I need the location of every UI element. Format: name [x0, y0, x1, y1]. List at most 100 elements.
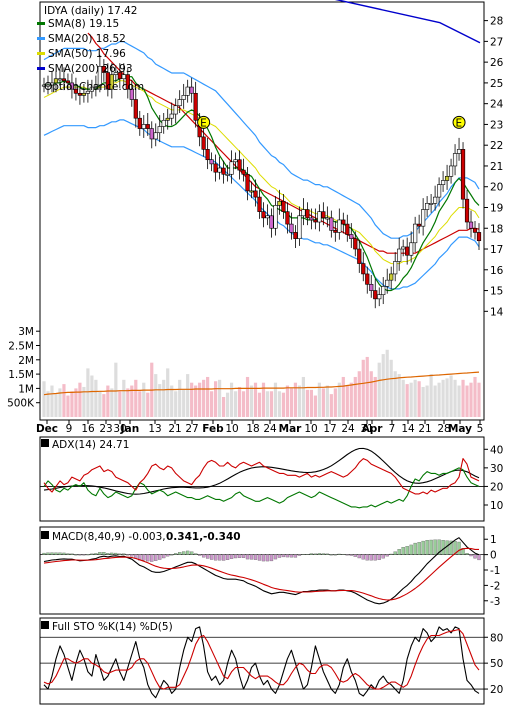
macd-histogram-bar — [297, 554, 302, 556]
date-tick-label: 18 — [246, 423, 259, 435]
candle-body — [221, 167, 226, 175]
volume-bar — [170, 385, 174, 417]
candle-body — [397, 248, 402, 262]
candle-body — [361, 263, 366, 275]
date-tick-label: Apr — [362, 423, 384, 435]
macd-histogram-bar — [341, 554, 345, 555]
macd-histogram-bar — [333, 554, 337, 556]
volume-bar — [245, 376, 250, 417]
macd-histogram-bar — [409, 544, 413, 555]
macd-histogram-bar — [170, 554, 174, 556]
date-tick-label: 16 — [81, 423, 95, 435]
date-tick-label: 21 — [168, 423, 181, 435]
volume-bar — [202, 379, 206, 417]
volume-bar — [229, 382, 234, 417]
candle-body — [125, 74, 130, 90]
candle-body — [157, 126, 162, 134]
date-tick-label: 31 — [360, 423, 373, 435]
candle-body — [393, 261, 398, 275]
volume-bar — [417, 381, 421, 417]
volume-bar — [130, 385, 134, 417]
volume-bar — [78, 382, 82, 417]
volume-bar — [349, 382, 353, 417]
candle-body — [421, 209, 426, 227]
macd-histogram-bar — [325, 553, 329, 555]
volume-bar — [190, 382, 194, 417]
volume-bar — [74, 388, 78, 417]
macd-histogram-bar — [337, 553, 341, 555]
macd-histogram-bar — [329, 554, 333, 556]
macd-histogram-bar — [461, 548, 465, 555]
macd-histogram-bar — [182, 551, 186, 555]
candle-body — [41, 84, 47, 87]
legend-swatch — [37, 52, 45, 55]
date-tick-label: 24 — [263, 423, 277, 435]
macd-histogram-bar — [142, 554, 146, 561]
stochastic-panel: 80 50 20 Full STO %K(14) %D(5) — [40, 621, 503, 699]
price-tick-label: 24 — [490, 99, 504, 111]
candle-body — [257, 196, 262, 212]
volume-bar — [293, 382, 298, 417]
candle-body — [389, 273, 394, 281]
candle-body — [353, 238, 358, 250]
stochastic-series-line — [43, 628, 480, 690]
volume-bar — [174, 391, 178, 417]
volume-bar — [221, 396, 226, 417]
price-tick-label: 27 — [490, 36, 503, 48]
candle-body — [301, 209, 306, 217]
candle-body — [153, 132, 158, 140]
candle-body — [193, 92, 198, 121]
candle-body — [401, 246, 406, 250]
date-tick-label: 10 — [225, 423, 238, 435]
macd-histogram-bar — [126, 554, 130, 556]
macd-histogram-bar — [377, 554, 381, 560]
stochastic-frame — [39, 617, 485, 705]
candle-body — [241, 169, 246, 175]
macd-histogram-bar — [293, 554, 298, 558]
volume-bar — [110, 388, 114, 417]
candle-body — [121, 74, 126, 80]
macd-histogram-bar — [313, 553, 318, 555]
candle-body — [129, 88, 134, 100]
date-tick-label: Feb — [202, 423, 224, 435]
volume-bar — [477, 382, 481, 417]
date-tick-label: 30 — [113, 423, 126, 435]
macd-histogram-bar — [425, 540, 429, 555]
macd-histogram-bar — [257, 554, 262, 561]
volume-bar — [297, 385, 302, 417]
macd-histogram-bar — [245, 554, 250, 560]
volume-bar — [82, 386, 86, 417]
macd-histogram-bar — [357, 554, 361, 559]
macd-histogram-bar — [361, 554, 365, 560]
candle-body — [285, 211, 290, 225]
date-tick-label: 24 — [341, 423, 355, 435]
volume-bar — [381, 354, 385, 417]
volume-bar — [361, 359, 365, 417]
volume-bar — [146, 392, 150, 417]
macd-histogram-bar — [178, 552, 182, 555]
date-tick-label: 17 — [323, 423, 336, 435]
macd-histogram-bar — [70, 553, 74, 555]
price-tick-label: 25 — [490, 78, 503, 90]
candle-body — [349, 234, 354, 239]
volume-bar — [90, 375, 94, 417]
date-tick-label: 5 — [477, 423, 484, 435]
volume-bar — [329, 394, 333, 417]
candle-body — [61, 78, 67, 82]
macd-histogram-bar — [401, 547, 405, 555]
macd-histogram-value: -0.340 — [203, 531, 241, 543]
volume-bar — [409, 382, 413, 417]
candle-body — [436, 184, 442, 198]
volume-bar — [461, 379, 465, 417]
indicator-tick-label: -2 — [490, 580, 500, 592]
candle-body — [133, 99, 138, 119]
candle-body — [341, 219, 346, 225]
macd-histogram-bar — [433, 539, 437, 555]
macd-histogram-bar — [417, 542, 421, 555]
candle-body — [49, 82, 55, 86]
macd-histogram-bar — [217, 554, 222, 561]
earnings-marker-label: E — [200, 117, 207, 129]
candle-body — [325, 217, 330, 220]
